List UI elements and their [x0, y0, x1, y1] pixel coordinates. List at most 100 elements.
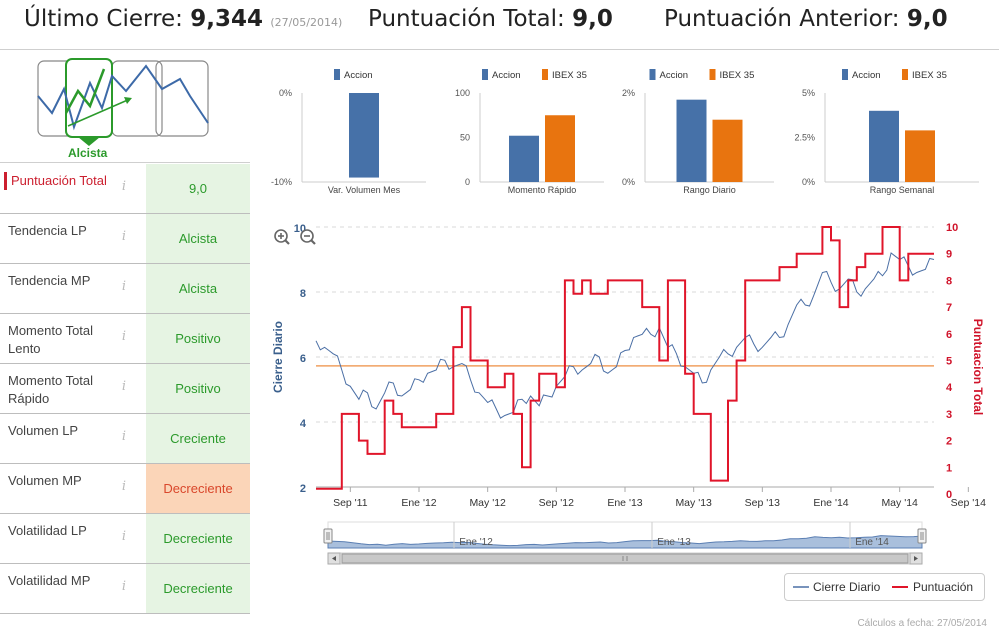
row-tendencia-mp: Tendencia MP i Alcista: [0, 264, 250, 314]
y-tick-label: 5%: [802, 88, 815, 98]
navigator-area: [327, 535, 923, 549]
x-category-label: Rango Semanal: [870, 185, 935, 195]
bar-chart-svg: Accion IBEX 35 100 50 0 Momento Rápido: [455, 69, 604, 195]
ultimo-cierre: Último Cierre: 9,344 (27/05/2014): [24, 6, 342, 32]
info-icon[interactable]: i: [121, 279, 127, 294]
y-tick-label: 10: [294, 223, 306, 235]
y2-tick-label: 5: [946, 356, 952, 368]
bar-ibex-35: [545, 115, 575, 182]
scroll-left-arrow[interactable]: [327, 552, 341, 565]
plot-area: [316, 227, 934, 487]
navigator-handle-left[interactable]: [323, 528, 333, 544]
y2-tick-label: 0: [946, 489, 952, 501]
y-tick-label: 2: [300, 483, 306, 495]
info-icon[interactable]: i: [121, 579, 127, 594]
x-tick-label: May '14: [881, 497, 918, 509]
info-icon[interactable]: i: [121, 479, 127, 494]
legend-swatch: [902, 69, 908, 80]
puntuacion-total: Puntuación Total: 9,0: [368, 6, 613, 32]
x-tick-label: Ene '14: [813, 497, 848, 509]
y2-tick-label: 4: [946, 382, 953, 394]
puntuacion-anterior-value: 9,0: [906, 6, 948, 32]
x-tick-label: Sep '14: [951, 497, 986, 509]
x-tick-label: Ene '12: [401, 497, 436, 509]
y-tick-label: 0%: [622, 177, 635, 187]
ultimo-cierre-label: Último Cierre:: [24, 6, 191, 32]
info-icon[interactable]: i: [121, 229, 127, 244]
chart-rango-semanal: Accion IBEX 35 5% 2.5% 0% Rango Semanal: [785, 51, 985, 211]
legend-cierre[interactable]: Cierre Diario: [813, 580, 881, 594]
row-volumen-mp: Volumen MP i Decreciente: [0, 464, 250, 514]
row-value: Decreciente: [146, 514, 250, 563]
bar-accion: [509, 135, 539, 182]
row-value: Alcista: [146, 214, 250, 263]
row-label: Tendencia LP: [8, 223, 87, 238]
legend-puntuacion[interactable]: Puntuación: [913, 580, 974, 594]
puntuacion-total-value: 9,0: [572, 6, 613, 32]
navigator-handle-right[interactable]: [917, 528, 927, 544]
header: Último Cierre: 9,344 (27/05/2014) Puntua…: [0, 0, 999, 50]
bar-chart-svg: Accion IBEX 35 5% 2.5% 0% Rango Semanal: [794, 69, 979, 195]
info-icon[interactable]: i: [121, 379, 127, 394]
y-tick-label: 4: [300, 418, 307, 430]
chart-var-volumen: Accion 0% -10% Var. Volumen Mes: [262, 51, 432, 211]
y-tick-label: 8: [300, 288, 306, 300]
scroll-right-arrow[interactable]: [909, 552, 923, 565]
legend-label: Accion: [344, 70, 373, 81]
y2-tick-label: 7: [946, 302, 952, 314]
row-label: Volatilidad LP: [8, 523, 87, 538]
zoom-out-icon[interactable]: [300, 229, 316, 245]
x-tick-label: Ene '13: [607, 497, 642, 509]
y-tick-label: 0: [465, 177, 470, 187]
series-puntuacion: [316, 226, 934, 490]
x-tick-label: May '13: [675, 497, 712, 509]
series-cierre-diario: [315, 252, 935, 419]
row-volatilidad-mp: Volatilidad MP i Decreciente: [0, 564, 250, 614]
info-icon[interactable]: i: [121, 529, 127, 544]
info-icon[interactable]: i: [121, 429, 127, 444]
footer: Cálculos a fecha: 27/05/2014: [857, 618, 987, 629]
row-volatilidad-lp: Volatilidad LP i Decreciente: [0, 514, 250, 564]
row-puntuacion-total: Puntuación Total i 9,0: [0, 164, 250, 214]
row-label: Volumen MP: [8, 473, 82, 488]
x-category-label: Var. Volumen Mes: [328, 185, 401, 195]
row-label: Momento Total Rápido: [8, 373, 94, 406]
main-chart-legend: Cierre Diario Puntuación: [784, 573, 985, 601]
y2-tick-label: 6: [946, 329, 952, 341]
x-tick-label: Sep '13: [745, 497, 780, 509]
zoom-in-icon[interactable]: [274, 229, 290, 245]
row-value: Decreciente: [146, 464, 250, 513]
info-icon[interactable]: i: [121, 329, 127, 344]
legend-swatches: [793, 586, 908, 588]
row-volumen-lp: Volumen LP i Creciente: [0, 414, 250, 464]
legend-label: IBEX 35: [720, 70, 755, 81]
legend-swatch: [482, 69, 488, 80]
row-label: Volatilidad MP: [8, 573, 91, 588]
y-tick-label: 100: [455, 88, 470, 98]
y-tick-label: -10%: [271, 177, 292, 187]
info-icon[interactable]: i: [121, 179, 127, 194]
y-tick-label: 2%: [622, 88, 635, 98]
legend-label: Accion: [660, 70, 689, 81]
bar-chart-svg: Accion IBEX 35 2% 0% Rango Diario: [622, 69, 774, 195]
trend-graphic: [37, 58, 209, 146]
trend-label: Alcista: [68, 146, 108, 160]
legend-label: IBEX 35: [912, 70, 947, 81]
row-value: 9,0: [146, 164, 250, 213]
x-category-label: Momento Rápido: [508, 185, 577, 195]
chart-momento-rapido: Accion IBEX 35 100 50 0 Momento Rápido: [440, 51, 610, 211]
row-value: Positivo: [146, 314, 250, 363]
row-value: Creciente: [146, 414, 250, 463]
x-tick-label: Sep '12: [539, 497, 574, 509]
navigator-scrollbar[interactable]: [327, 552, 923, 565]
legend-swatch: [842, 69, 848, 80]
row-label: Tendencia MP: [8, 273, 91, 288]
bar-ibex-35: [905, 130, 935, 182]
y2-tick-label: 8: [946, 275, 952, 287]
legend-swatch: [709, 69, 716, 80]
main-chart: 2 4 6 8 10 0 1 2 3 4 5 6 7 8 9 10 Sep '11 Ene '12 May '12 S…: [262, 215, 992, 575]
row-label: Volumen LP: [8, 423, 79, 438]
y-axis-title: Cierre Diario: [271, 321, 285, 393]
y2-tick-label: 3: [946, 409, 952, 421]
puntuacion-total-label: Puntuación Total:: [368, 6, 573, 32]
